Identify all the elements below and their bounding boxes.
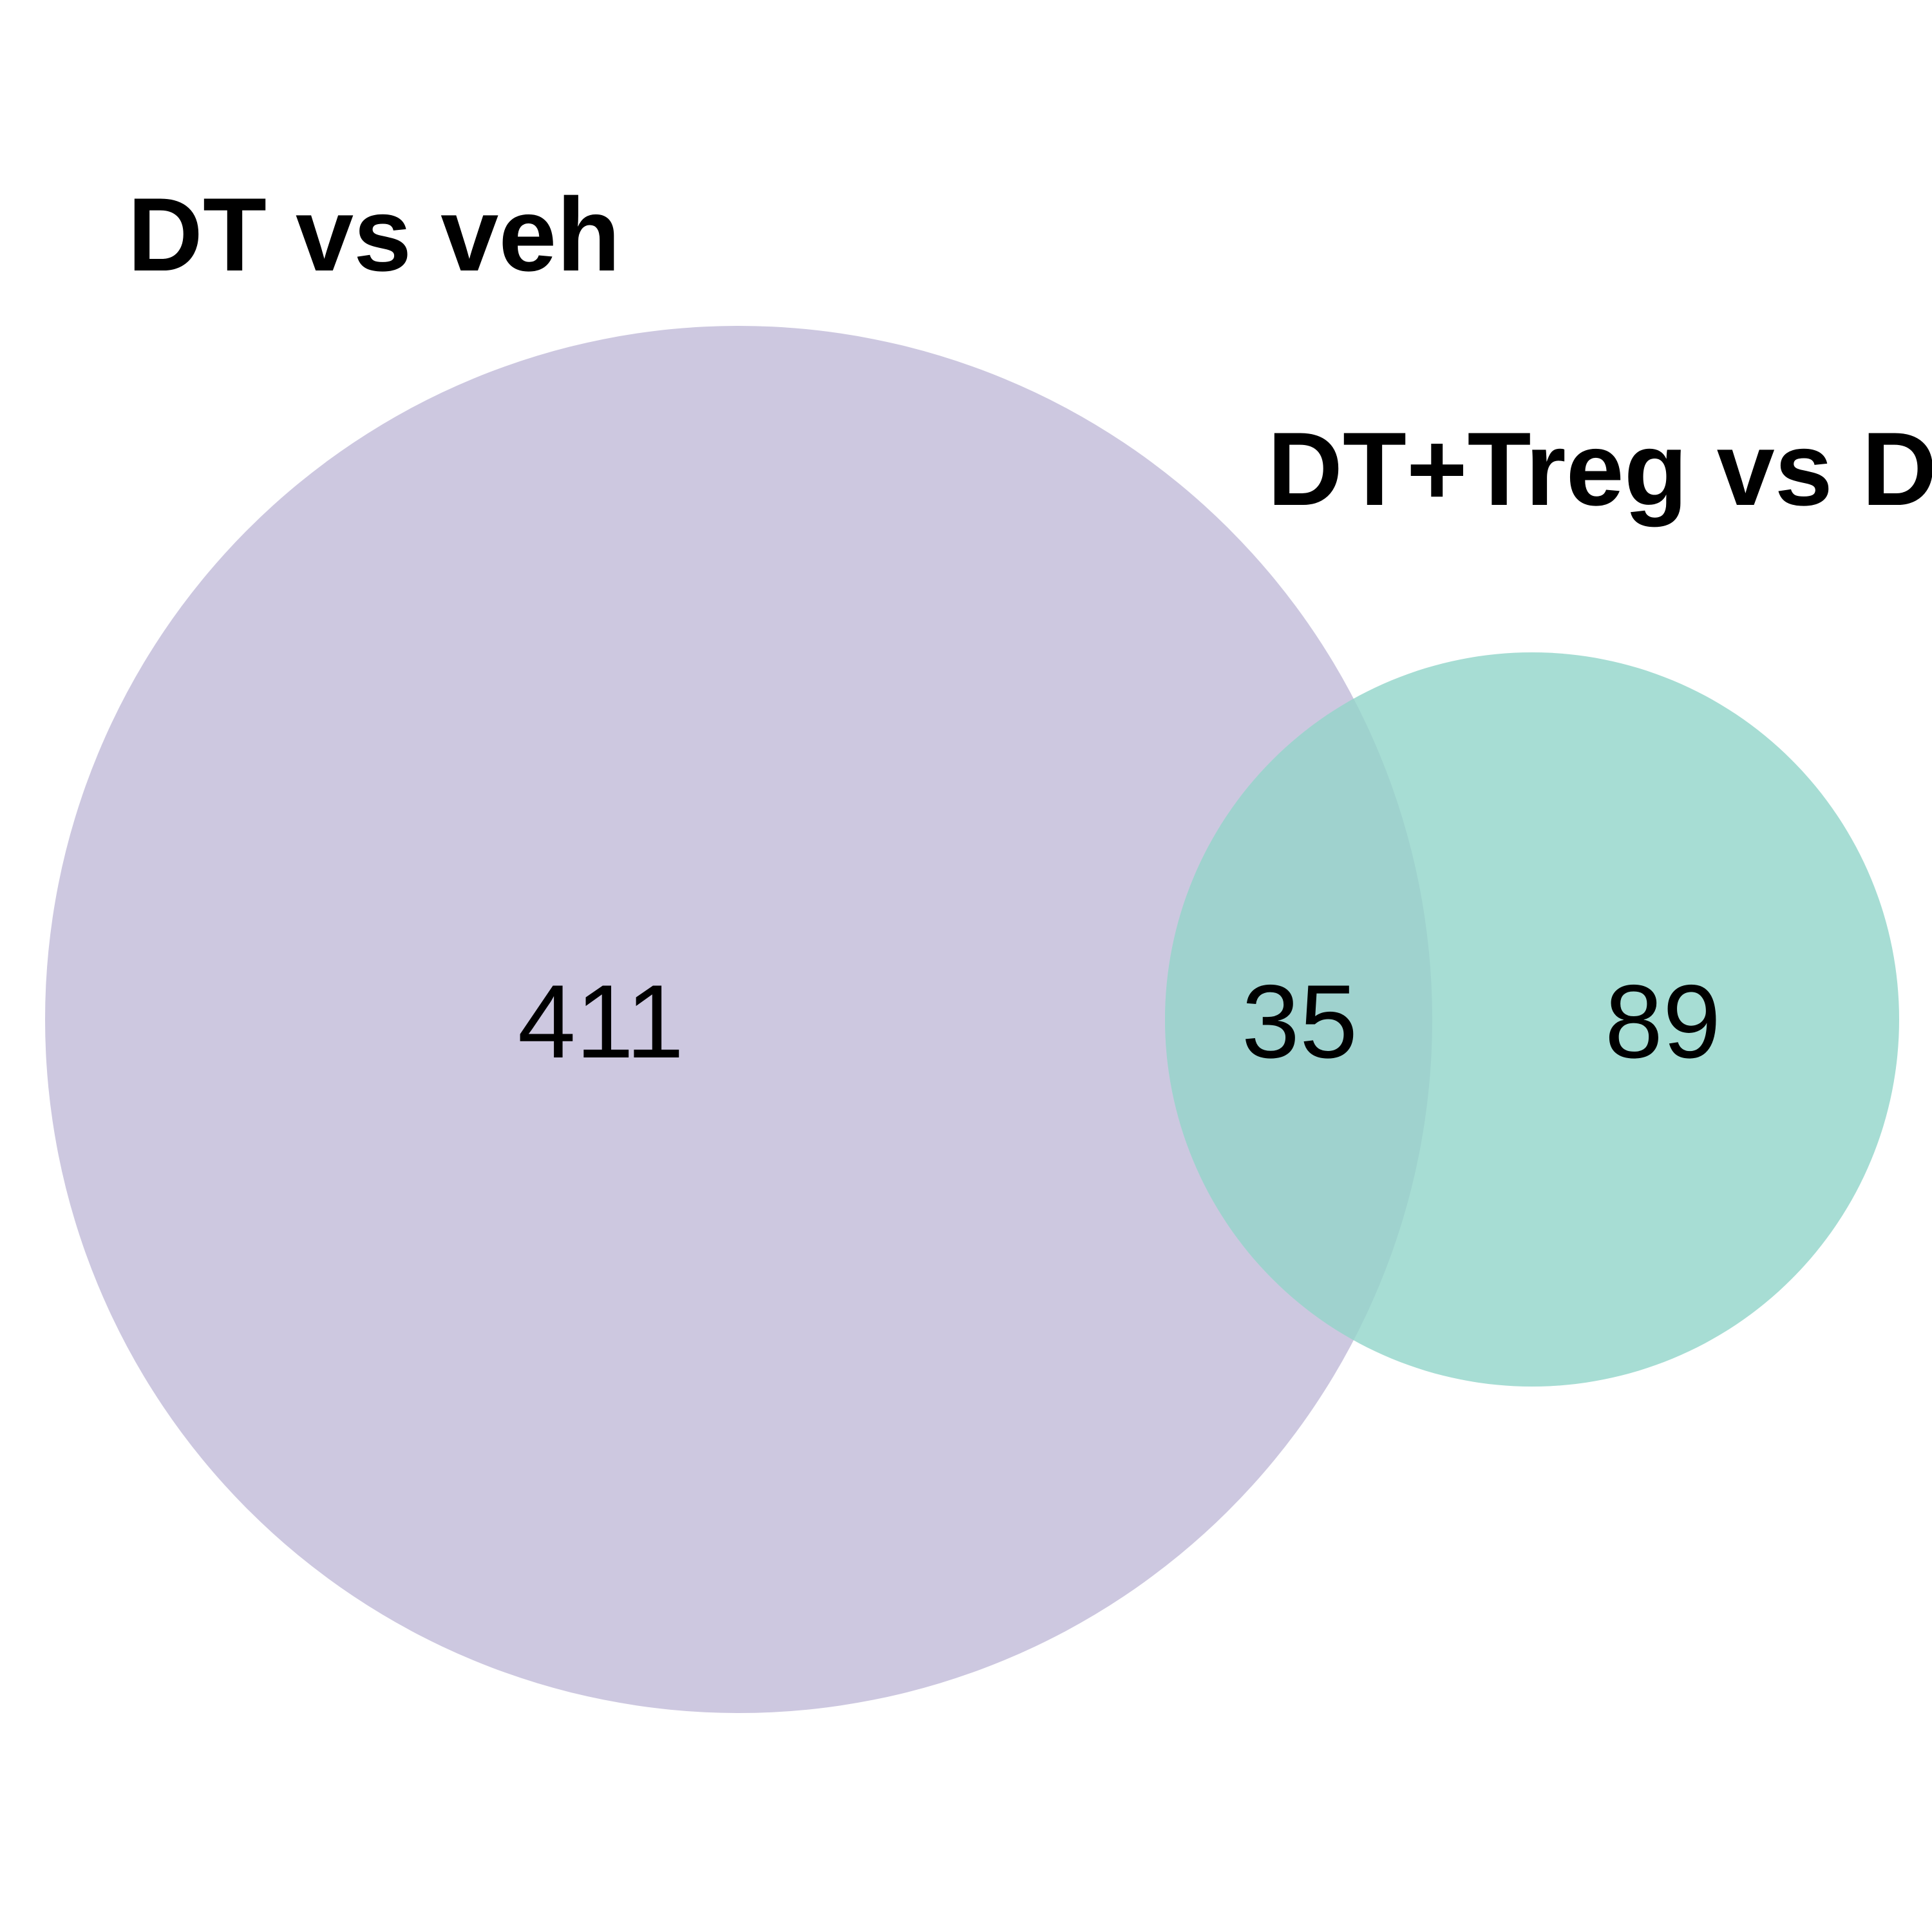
set-circle-dt-vs-veh [45, 326, 1432, 1713]
count-dt-vs-veh-only: 411 [518, 963, 684, 1080]
set-label-dt-vs-veh: DT vs veh [128, 176, 620, 293]
count-intersection: 35 [1242, 963, 1358, 1080]
intersection-region [1165, 652, 1432, 1387]
count-dt-treg-vs-dt-only: 89 [1605, 963, 1721, 1080]
set-label-dt-treg-vs-dt: DT+Treg vs DT [1267, 411, 1932, 527]
